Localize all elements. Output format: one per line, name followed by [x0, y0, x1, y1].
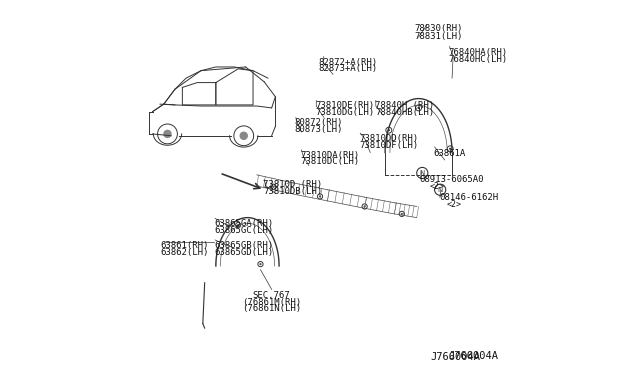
Text: 08913-6065A0: 08913-6065A0: [420, 175, 484, 184]
Text: 76840HC(LH): 76840HC(LH): [449, 55, 508, 64]
Text: 80872(RH): 80872(RH): [294, 118, 343, 127]
Text: 78840HB(LH): 78840HB(LH): [375, 108, 434, 117]
Text: 73810DC(LH): 73810DC(LH): [301, 157, 360, 166]
Text: 63865GD(LH): 63865GD(LH): [214, 248, 273, 257]
Text: 73810DD(RH): 73810DD(RH): [360, 134, 419, 143]
Text: 63861A: 63861A: [433, 149, 466, 158]
Text: 73810DE(RH): 73810DE(RH): [316, 101, 374, 110]
Text: 63862(LH): 63862(LH): [161, 248, 209, 257]
Text: 63861(RH): 63861(RH): [161, 241, 209, 250]
Text: 78840H (RH): 78840H (RH): [375, 101, 434, 110]
Text: 73810D (RH): 73810D (RH): [264, 180, 323, 189]
Circle shape: [239, 132, 248, 140]
Circle shape: [401, 213, 403, 215]
Text: 63865GA(RH): 63865GA(RH): [214, 219, 273, 228]
Text: 82872+A(RH): 82872+A(RH): [318, 58, 377, 67]
Text: <2>: <2>: [447, 200, 461, 209]
Text: 63865GC(LH): 63865GC(LH): [214, 226, 273, 235]
Text: 73810DF(LH): 73810DF(LH): [360, 141, 419, 150]
Text: N: N: [438, 187, 443, 193]
Text: N: N: [420, 170, 425, 176]
Text: 82873+A(LH): 82873+A(LH): [318, 64, 377, 73]
Circle shape: [237, 224, 239, 226]
Text: J766004A: J766004A: [449, 351, 499, 361]
Text: 63865GB(RH): 63865GB(RH): [214, 241, 273, 250]
Circle shape: [319, 195, 321, 198]
Circle shape: [449, 148, 451, 150]
Circle shape: [273, 186, 275, 188]
Circle shape: [388, 129, 390, 131]
Circle shape: [364, 205, 365, 208]
Text: 78830(RH): 78830(RH): [415, 24, 463, 33]
Circle shape: [163, 130, 172, 138]
Text: (76861N(LH): (76861N(LH): [242, 304, 301, 313]
Circle shape: [259, 263, 262, 265]
Text: 76840HA(RH): 76840HA(RH): [449, 48, 508, 57]
Text: 73810DG(LH): 73810DG(LH): [316, 108, 374, 117]
Text: 73810DB(LH): 73810DB(LH): [264, 187, 323, 196]
Text: J766004A: J766004A: [430, 352, 480, 362]
Text: 80873(LH): 80873(LH): [294, 125, 343, 134]
Text: 78831(LH): 78831(LH): [415, 32, 463, 41]
Text: 73810DA(RH): 73810DA(RH): [301, 151, 360, 160]
Text: (76861M(RH): (76861M(RH): [242, 298, 301, 307]
Text: SEC.767: SEC.767: [253, 291, 291, 300]
Text: 08146-6162H: 08146-6162H: [439, 193, 498, 202]
Text: <2>: <2>: [429, 182, 445, 190]
Circle shape: [417, 107, 420, 109]
